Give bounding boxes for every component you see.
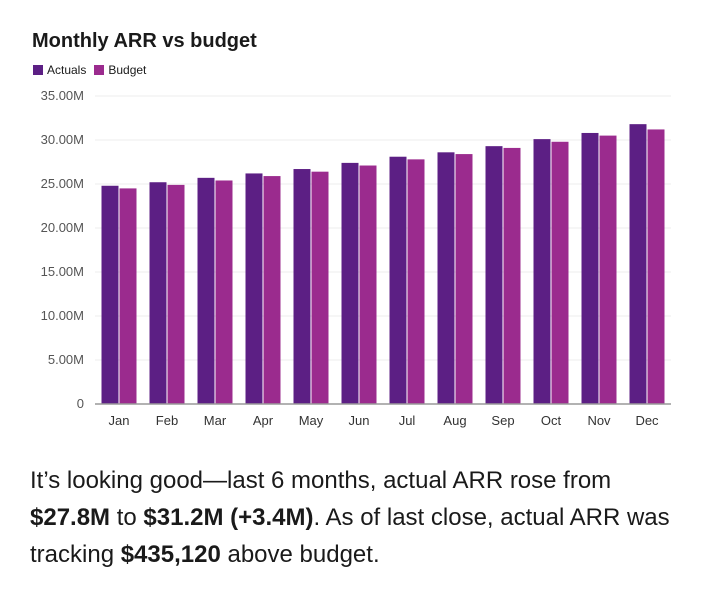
bar-actuals-sep	[485, 146, 503, 404]
legend-label-actuals: Actuals	[47, 63, 87, 77]
bar-budget-jan	[119, 188, 137, 404]
bar-budget-jul	[407, 159, 425, 404]
bar-actuals-mar	[197, 177, 215, 404]
y-tick-label: 10.00M	[41, 308, 84, 323]
x-tick-label: Feb	[156, 413, 178, 428]
legend-item-actuals[interactable]: Actuals	[33, 63, 86, 77]
y-tick-label: 30.00M	[41, 132, 84, 147]
bar-budget-dec	[647, 129, 665, 404]
x-tick-label: Dec	[635, 413, 659, 428]
bar-budget-aug	[455, 154, 473, 404]
bar-chart: 0 5.00M 10.00M 15.00M 20.00M 25.00M 30.00M 35.0…	[41, 88, 671, 428]
y-tick-label: 5.00M	[48, 352, 84, 367]
x-tick-label: Oct	[541, 413, 562, 428]
x-tick-label: Sep	[491, 413, 514, 428]
x-tick-label: Aug	[443, 413, 466, 428]
bar-budget-mar	[215, 180, 233, 404]
bar-actuals-jan	[101, 185, 119, 404]
legend-item-budget[interactable]: Budget	[94, 63, 146, 77]
y-tick-label: 25.00M	[41, 176, 84, 191]
bar-actuals-aug	[437, 152, 455, 404]
y-tick-label: 15.00M	[41, 264, 84, 279]
bar-budget-sep	[503, 147, 521, 405]
summary-part-4: above budget.	[220, 541, 380, 568]
x-tick-label: Apr	[253, 413, 274, 428]
bar-actuals-jun	[341, 162, 359, 404]
x-tick-label: Mar	[204, 413, 227, 428]
y-tick-label: 20.00M	[41, 220, 84, 235]
summary-to-value: $31.2M (+3.4M)	[143, 504, 314, 531]
bar-actuals-jul	[389, 156, 407, 404]
chart-legend: Actuals Budget	[33, 63, 146, 77]
bar-budget-oct	[551, 141, 569, 404]
y-tick-label: 0	[77, 396, 84, 411]
legend-swatch-budget	[94, 65, 105, 75]
chart-title: Monthly ARR vs budget	[32, 30, 257, 52]
x-tick-label: May	[299, 413, 324, 428]
summary-text: It’s looking good—last 6 months, actual …	[30, 462, 680, 573]
x-tick-label: Jul	[399, 413, 416, 428]
bar-actuals-may	[293, 169, 311, 404]
legend-label-budget: Budget	[108, 63, 147, 77]
x-tick-label: Jan	[109, 413, 130, 428]
bar-budget-may	[311, 171, 329, 404]
summary-part-1: It’s looking good—last 6 months, actual …	[30, 467, 612, 494]
bar-actuals-apr	[245, 173, 263, 404]
bar-actuals-dec	[629, 124, 647, 404]
legend-swatch-actuals	[33, 65, 43, 75]
summary-part-2: to	[110, 504, 144, 531]
bar-budget-jun	[359, 165, 377, 404]
bar-actuals-oct	[533, 139, 551, 404]
bar-actuals-feb	[149, 182, 167, 404]
bar-budget-apr	[263, 176, 281, 404]
bar-budget-feb	[167, 184, 185, 404]
bar-actuals-nov	[581, 132, 599, 404]
summary-from-value: $27.8M	[30, 504, 111, 531]
x-tick-label: Nov	[587, 413, 611, 428]
bar-budget-nov	[599, 135, 617, 404]
y-tick-label: 35.00M	[41, 88, 84, 103]
summary-gap-value: $435,120	[120, 541, 221, 568]
x-tick-label: Jun	[349, 413, 370, 428]
summary-part-3: . As of last close, actual ARR was track…	[30, 504, 670, 568]
